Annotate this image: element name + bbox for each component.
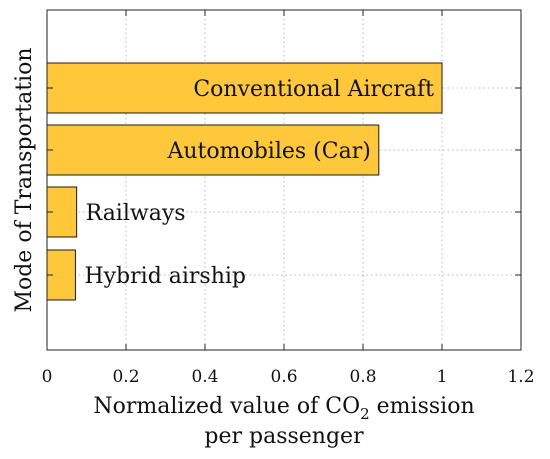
x-tick-label: 0.4 (191, 367, 218, 387)
x-tick-label: 1.2 (507, 367, 534, 387)
bars (46, 62, 443, 301)
x-tick-label: 0.8 (349, 367, 376, 387)
bar-labels: Conventional Aircraft Automobiles (Car) Ra… (84, 77, 434, 289)
grid (47, 10, 521, 350)
bar-label: Railways (86, 201, 186, 226)
x-axis-title-prefix: Normalized value of CO (93, 394, 360, 419)
x-axis-title-suffix: emission (370, 394, 475, 419)
x-axis-title-line2: per passenger (204, 424, 364, 449)
x-axis-title: Normalized value of CO2 emission (93, 394, 474, 423)
bar-label: Automobiles (Car) (166, 139, 370, 164)
x-tick-label: 0 (42, 367, 53, 387)
ticks (46, 10, 522, 350)
bar-label: Conventional Aircraft (193, 77, 434, 102)
x-tick-label: 0.6 (270, 367, 297, 387)
x-axis-title-subscript: 2 (360, 405, 370, 423)
y-axis-title: Mode of Transportation (12, 47, 37, 312)
x-tick-label: 1 (437, 367, 448, 387)
bar (46, 62, 443, 114)
x-tick-label: 0.2 (112, 367, 139, 387)
x-tick-labels: 0 0.2 0.4 0.6 0.8 1 1.2 (42, 367, 535, 387)
bar-label: Hybrid airship (84, 264, 246, 289)
bar (46, 124, 380, 176)
